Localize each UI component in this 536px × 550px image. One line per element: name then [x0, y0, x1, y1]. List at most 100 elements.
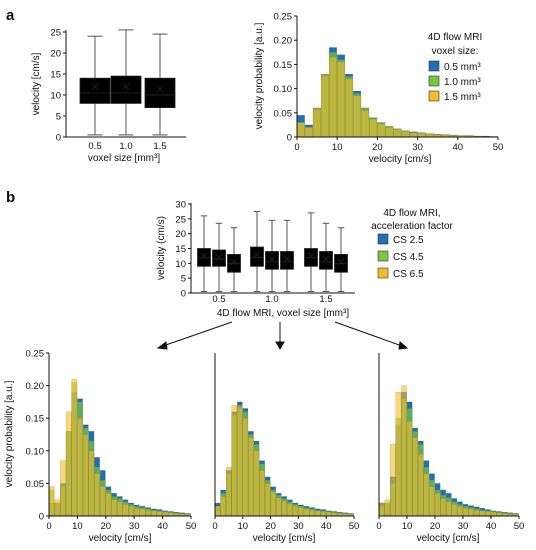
x-tick-label: 10: [402, 521, 413, 532]
x-tick-label: 40: [453, 142, 464, 153]
x-axis-label: velocity [cm/s]: [253, 533, 316, 544]
box-green: [265, 251, 279, 270]
x-tick-label: 50: [514, 521, 525, 532]
legend-swatch-green: [377, 250, 389, 262]
panel-label-a: a: [6, 7, 15, 24]
histogram-bar-yellow: [468, 508, 474, 517]
legend-item: 1.5 mm³: [444, 92, 481, 103]
y-tick-label: 15: [50, 70, 61, 81]
histogram-bar-yellow: [151, 510, 157, 517]
histogram-bar-yellow: [134, 508, 140, 517]
panel-a-histogram: 0 0.05 0.10 0.15 0.20 0.25 0 10 20 30 40 50 veloci…: [254, 12, 503, 166]
histogram-bar-yellow: [412, 437, 418, 517]
y-tick-label: 25: [175, 214, 186, 225]
box-mean-marker: [215, 254, 223, 261]
histogram-bar-yellow: [406, 421, 413, 517]
histogram-bar-yellow: [385, 127, 394, 138]
histogram-bar-yellow: [248, 437, 254, 517]
x-axis-label: velocity [cm/s]: [89, 533, 152, 544]
histogram-bar-yellow: [409, 132, 418, 138]
x-tick-label: 0: [376, 521, 381, 532]
histogram-bar-yellow: [259, 470, 265, 517]
x-tick-label: 30: [293, 521, 304, 532]
histogram-bar-yellow: [314, 510, 321, 517]
x-tick-label: 1.0: [265, 294, 278, 305]
box-mean-marker: [268, 255, 276, 263]
arrow-left: [162, 321, 233, 347]
y-tick-label: 0.15: [26, 414, 45, 425]
y-tick-label: 0: [39, 512, 44, 523]
arrow-left-head: [156, 341, 168, 350]
y-tick-label: 20: [50, 49, 61, 60]
box-yellow: [280, 251, 294, 270]
legend-title: acceleration factor: [371, 221, 453, 232]
x-tick-label: 20: [265, 521, 276, 532]
box-yellow: [144, 77, 176, 108]
histogram-bar-yellow: [423, 473, 430, 517]
arrow-middle-head: [275, 341, 285, 351]
histogram-bar-yellow: [434, 493, 441, 517]
histogram-bar-yellow: [312, 107, 321, 138]
histogram-bar-yellow: [384, 499, 390, 517]
x-axis-label: velocity [cm/s]: [417, 533, 480, 544]
x-tick-label: 0: [46, 521, 51, 532]
x-tick-label: 50: [349, 521, 360, 532]
histogram-bar-yellow: [117, 501, 123, 517]
y-tick-label: 5: [181, 274, 186, 285]
y-axis-label: velocity probability [a.u.]: [4, 380, 15, 487]
y-tick-label: 0: [287, 133, 292, 144]
histogram-bar-yellow: [220, 496, 226, 517]
box-mean-marker: [156, 85, 164, 93]
legend-item: 0.5 mm³: [444, 62, 481, 73]
histogram-bar-yellow: [264, 483, 271, 517]
histogram-bar-yellow: [440, 498, 446, 517]
y-tick-label: 0.20: [26, 381, 45, 392]
y-axis-label: velocity (cm/s): [156, 216, 167, 280]
x-tick-label: 10: [238, 521, 249, 532]
y-tick-label: 0.05: [274, 108, 293, 119]
x-tick-label: 30: [458, 521, 469, 532]
histogram-bar-yellow: [369, 118, 378, 138]
box-blue: [250, 246, 264, 267]
box-blue: [79, 77, 111, 104]
y-tick-label: 5: [56, 112, 61, 123]
x-tick-label: 50: [186, 521, 197, 532]
box-mean-marker: [230, 258, 238, 266]
legend-swatch-yellow: [428, 90, 440, 102]
histogram-bar-yellow: [345, 78, 354, 138]
box-green: [212, 249, 226, 267]
arrow-right: [334, 321, 403, 347]
legend-item: 1.0 mm³: [444, 77, 481, 88]
histogram-bar-yellow: [401, 385, 407, 517]
x-tick-label: 10: [72, 521, 83, 532]
histogram-bar-yellow: [401, 131, 410, 138]
x-tick-label: 0.5: [212, 294, 225, 305]
histogram-bar-yellow: [292, 506, 299, 517]
legend-title: 4D flow MRI: [428, 32, 482, 43]
legend-swatch-blue: [377, 233, 389, 245]
panel-label-b: b: [6, 189, 15, 206]
histogram-bar-yellow: [145, 509, 151, 517]
histogram-bar-yellow: [253, 450, 260, 517]
y-tick-label: 0.25: [26, 349, 45, 360]
panel-b-boxplot: 0 5 10 15 20 25 30 0.5 1.0 1.5 4D flow MRI, vo…: [156, 200, 454, 320]
arrow-right-head: [398, 341, 409, 350]
histogram-bar-yellow: [304, 127, 313, 138]
arrows: [156, 321, 409, 351]
histogram-bar-yellow: [390, 444, 396, 517]
histogram-bar-yellow: [242, 418, 249, 517]
histogram-bar-yellow: [105, 493, 112, 517]
x-tick-label: 1.0: [119, 141, 132, 152]
x-tick-label: 40: [157, 521, 168, 532]
legend-item: CS 4.5: [393, 252, 424, 263]
histogram-bar-yellow: [457, 506, 463, 517]
histogram-bar-yellow: [446, 501, 452, 517]
x-tick-label: 20: [101, 521, 112, 532]
y-axis-label: velocity [cm/s]: [31, 52, 42, 115]
box-mean-marker: [253, 251, 261, 258]
panel-b-histogram-1: 0 0.05 0.10 0.15 0.20 0.25 0 10 20 30 40 50 veloci…: [4, 349, 196, 545]
histogram-bar-yellow: [237, 405, 243, 517]
x-tick-label: 0: [294, 142, 299, 153]
